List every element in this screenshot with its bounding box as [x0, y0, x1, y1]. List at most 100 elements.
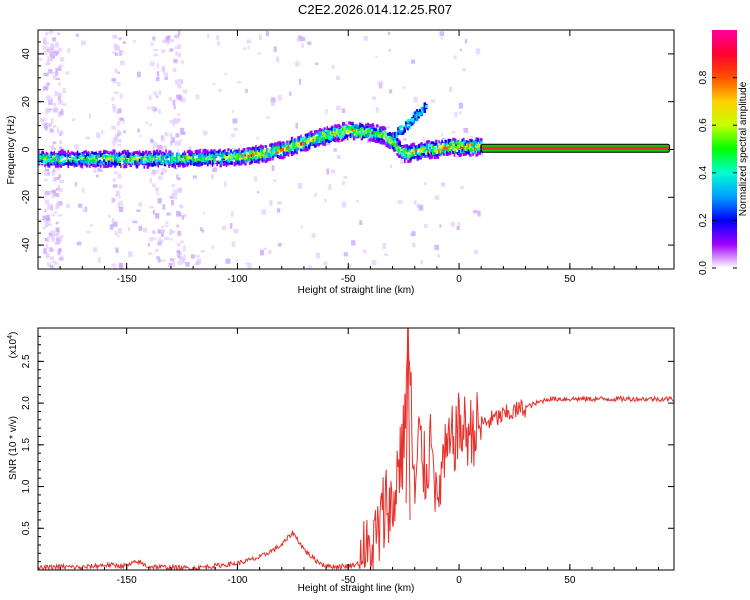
noise-speck [169, 119, 175, 124]
ridge-cell [439, 152, 443, 156]
ridge-cell [235, 155, 238, 159]
ridge-cell [390, 141, 393, 145]
ridge-cell [309, 134, 312, 138]
noise-speck [149, 236, 153, 242]
ridge-cell [72, 162, 75, 166]
ridge-cell [475, 153, 478, 157]
ridge-cell [278, 147, 281, 151]
ridge-cell [363, 126, 367, 130]
ridge-cell [433, 155, 436, 159]
colorbar-tick-label: 0.0 [698, 261, 709, 275]
ridge-cell [456, 143, 460, 147]
noise-speck [43, 178, 49, 182]
ridge-cell [281, 156, 284, 160]
noise-speck [151, 171, 156, 176]
ridge-cell [73, 153, 77, 157]
ridge-cell [182, 152, 185, 156]
ridge-cell [241, 149, 244, 153]
noise-speck [54, 242, 59, 246]
ridge-cell [354, 128, 357, 132]
noise-speck [56, 234, 59, 239]
ridge-cell [117, 152, 120, 156]
ridge-cell [469, 140, 472, 144]
ridge-cell [221, 148, 224, 152]
ridge-branch-cell [408, 119, 411, 123]
ridge-cell [56, 158, 60, 162]
ridge-cell [233, 161, 236, 165]
noise-speck [335, 105, 341, 111]
ridge-cell [183, 159, 187, 163]
ridge-cell [385, 132, 388, 136]
ridge-cell [188, 149, 191, 153]
ridge-cell [242, 151, 246, 155]
ridge-cell [425, 143, 429, 147]
ridge-cell [390, 133, 393, 137]
ridge-cell [259, 144, 263, 148]
noise-speck [174, 140, 179, 146]
ridge-cell [96, 155, 100, 159]
ridge-cell [107, 158, 111, 162]
noise-speck [158, 175, 163, 180]
ridge-cell [300, 134, 303, 138]
ridge-cell [273, 148, 277, 152]
ridge-cell [84, 155, 87, 159]
noise-speck [81, 188, 85, 193]
ridge-cell [41, 159, 44, 163]
noise-speck [278, 243, 282, 247]
ridge-cell [127, 160, 131, 164]
ridge-cell [154, 163, 157, 167]
ridge-cell [214, 154, 218, 158]
noise-speck [164, 132, 169, 137]
noise-speck [97, 257, 101, 263]
ridge-cell [469, 148, 472, 152]
noise-speck [343, 175, 347, 179]
ridge-cell [69, 149, 72, 153]
ridge-cell [177, 164, 181, 168]
ridge-cell [416, 141, 419, 145]
ridge-cell [86, 158, 89, 162]
ridge-cell [272, 151, 275, 155]
ridge-cell [194, 150, 198, 154]
ridge-cell [393, 141, 396, 145]
ridge-cell [433, 147, 436, 151]
ridge-cell [458, 144, 461, 148]
ridge-cell [194, 153, 198, 157]
noise-speck [221, 225, 227, 230]
ridge-cell [466, 146, 469, 150]
noise-speck [216, 41, 221, 46]
ridge-cell [334, 139, 337, 143]
ridge-cell [295, 138, 298, 142]
ridge-cell [126, 154, 129, 158]
noise-speck [434, 195, 440, 200]
ridge-cell [185, 162, 188, 166]
noise-speck [261, 209, 267, 215]
noise-speck [162, 145, 167, 151]
noise-speck [176, 249, 181, 254]
ridge-cell [374, 137, 378, 141]
ridge-cell [405, 149, 409, 153]
noise-speck [230, 211, 234, 217]
noise-speck [97, 166, 103, 172]
ridge-cell [145, 155, 148, 159]
noise-speck [176, 211, 181, 217]
noise-speck [200, 227, 203, 231]
ridge-cell [92, 159, 95, 163]
ridge-cell [470, 139, 474, 143]
ridge-cell [231, 152, 235, 156]
ridge-cell [405, 159, 409, 163]
ridge-cell [134, 163, 137, 167]
ridge-cell [453, 138, 457, 142]
noise-speck [336, 155, 341, 160]
ridge-cell [72, 161, 75, 165]
ridge-cell [233, 151, 236, 155]
noise-speck [341, 108, 346, 114]
noise-speck [93, 167, 97, 174]
ridge-cell [44, 153, 47, 157]
ridge-cell [39, 149, 42, 153]
ridge-cell [314, 131, 317, 135]
ridge-cell [141, 165, 145, 169]
noise-speck [109, 224, 114, 230]
noise-speck [463, 127, 469, 133]
noise-speck [156, 95, 159, 98]
ridge-cell [109, 156, 112, 160]
